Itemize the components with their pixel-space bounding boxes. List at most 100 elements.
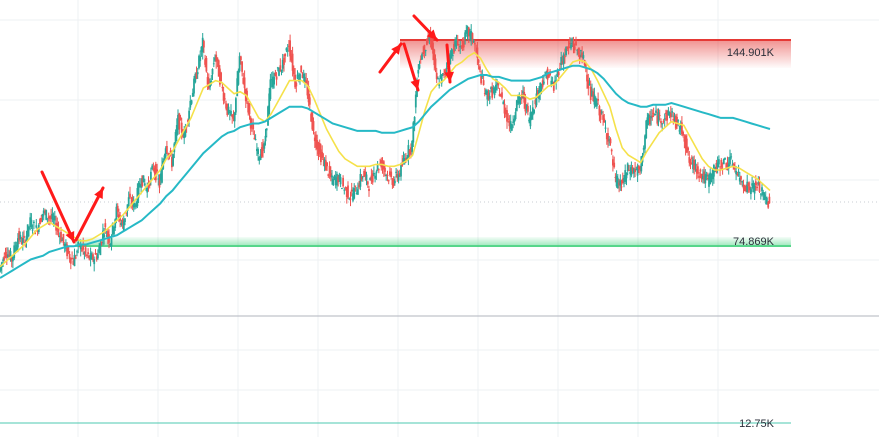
price-candle-body xyxy=(678,130,681,132)
price-candle-body xyxy=(69,257,72,264)
price-candle-body xyxy=(312,121,315,131)
price-candle-body xyxy=(472,40,475,43)
price-candle-body xyxy=(576,49,579,51)
price-candle-body xyxy=(644,135,646,149)
price-candle-body xyxy=(305,80,308,84)
price-candle-body xyxy=(166,146,168,153)
price-candle-body xyxy=(567,46,570,48)
price-candle-body xyxy=(405,157,407,161)
price-candle-body xyxy=(444,69,447,73)
price-candle-body xyxy=(650,116,652,119)
price-candle-body xyxy=(625,172,628,179)
price-candle-body xyxy=(40,217,43,222)
price-candle-body xyxy=(593,94,596,105)
price-candle-body xyxy=(535,93,538,106)
price-candle-body xyxy=(292,68,295,75)
price-candle-body xyxy=(598,106,601,116)
price-candle-body xyxy=(403,158,406,164)
price-candle-body xyxy=(343,189,346,191)
price-candle-body xyxy=(645,120,648,138)
price-candle-body xyxy=(470,31,473,40)
price-candle-body xyxy=(175,125,178,136)
price-candle-body xyxy=(90,254,93,260)
price-candle-body xyxy=(640,156,643,172)
price-candle-body xyxy=(568,42,571,45)
price-candle-body xyxy=(565,46,567,55)
price-candle-body xyxy=(301,74,304,78)
price-candle-body xyxy=(501,92,503,98)
price-candle-body xyxy=(241,61,243,72)
price-candle-body xyxy=(374,175,376,179)
price-candle-body xyxy=(349,198,352,200)
price-candle-body xyxy=(630,167,633,176)
price-candle-body xyxy=(389,171,391,176)
level-label: 144.901K xyxy=(727,47,775,59)
price-candle-body xyxy=(524,96,527,112)
price-candle-body xyxy=(377,169,380,171)
price-candle-body xyxy=(612,159,614,166)
price-candle-body xyxy=(540,84,543,88)
price-candle-body xyxy=(511,124,513,131)
price-candle-body xyxy=(599,110,602,120)
price-candle-body xyxy=(673,115,676,117)
price-candle-body xyxy=(228,112,231,113)
price-candles xyxy=(0,24,771,274)
price-candle-body xyxy=(194,73,197,83)
price-candle-body xyxy=(491,87,494,98)
price-candle-body xyxy=(465,30,468,34)
price-candle-body xyxy=(571,43,574,45)
price-candle-body xyxy=(724,158,726,160)
price-candle-body xyxy=(98,246,101,253)
price-candle-body xyxy=(235,98,237,113)
price-candle-body xyxy=(412,122,415,143)
price-candle-body xyxy=(364,171,367,176)
price-candle-body xyxy=(188,110,190,121)
price-candle-body xyxy=(748,186,751,191)
price-candle-body xyxy=(13,245,16,259)
price-candle-body xyxy=(485,89,487,95)
price-candle-body xyxy=(647,114,650,122)
price-candle-body xyxy=(116,205,119,212)
price-candle-body xyxy=(368,189,370,191)
price-candle-body xyxy=(581,52,583,58)
price-candle-body xyxy=(150,171,152,180)
price-candle-body xyxy=(716,162,719,168)
price-candle-body xyxy=(758,182,761,192)
price-candle-body xyxy=(74,257,77,259)
price-candle-body xyxy=(411,141,413,152)
price-candle-body xyxy=(407,145,410,158)
price-candle-body xyxy=(493,88,496,96)
price-candle-body xyxy=(347,185,349,198)
price-candle-body xyxy=(274,72,277,76)
price-candle-body xyxy=(556,70,559,76)
price-candle-body xyxy=(146,187,149,193)
price-candle-body xyxy=(455,40,458,46)
price-candle-body xyxy=(534,100,537,105)
price-candle-body xyxy=(29,217,32,227)
price-candle-body xyxy=(152,168,155,170)
price-candle-body xyxy=(210,81,213,84)
price-candle-body xyxy=(481,75,484,77)
price-candle-body xyxy=(434,58,437,69)
price-candle-body xyxy=(477,59,480,63)
price-candle-body xyxy=(253,137,256,140)
price-candle-body xyxy=(106,231,109,238)
price-candle-body xyxy=(304,77,306,83)
price-candle-body xyxy=(30,219,33,227)
price-candle-body xyxy=(605,133,608,140)
price-candle-body xyxy=(736,174,739,176)
price-candle-body xyxy=(89,253,92,260)
price-candle-body xyxy=(342,177,344,187)
price-candle-body xyxy=(523,92,526,103)
price-candle-body xyxy=(454,39,457,47)
price-candle-body xyxy=(135,205,137,207)
price-candle-body xyxy=(597,99,599,101)
price-candle-body xyxy=(331,175,333,178)
price-candle-body xyxy=(440,74,443,84)
resistance-zone xyxy=(400,40,791,68)
price-candle-body xyxy=(14,247,17,250)
price-candle-body xyxy=(207,78,210,89)
price-candle-body xyxy=(323,159,326,167)
price-candle-body xyxy=(435,72,438,80)
price-candle-body xyxy=(386,174,389,176)
